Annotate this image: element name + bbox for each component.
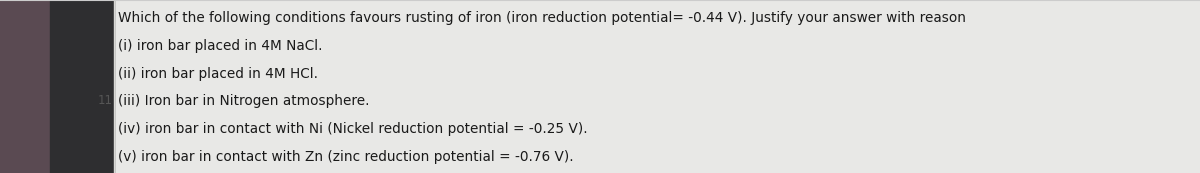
Text: (v) iron bar in contact with Zn (zinc reduction potential = -0.76 V).: (v) iron bar in contact with Zn (zinc re… bbox=[118, 151, 574, 164]
Text: (iv) iron bar in contact with Ni (Nickel reduction potential = -0.25 V).: (iv) iron bar in contact with Ni (Nickel… bbox=[118, 122, 587, 136]
Text: Which of the following conditions favours rusting of iron (iron reduction potent: Which of the following conditions favour… bbox=[118, 11, 966, 25]
Text: (iii) Iron bar in Nitrogen atmosphere.: (iii) Iron bar in Nitrogen atmosphere. bbox=[118, 94, 370, 108]
Text: 11: 11 bbox=[98, 94, 113, 107]
Text: (ii) iron bar placed in 4M HCl.: (ii) iron bar placed in 4M HCl. bbox=[118, 67, 318, 80]
Text: (i) iron bar placed in 4M NaCl.: (i) iron bar placed in 4M NaCl. bbox=[118, 39, 322, 53]
Bar bbox=[0, 0, 50, 173]
Bar bbox=[50, 0, 114, 173]
